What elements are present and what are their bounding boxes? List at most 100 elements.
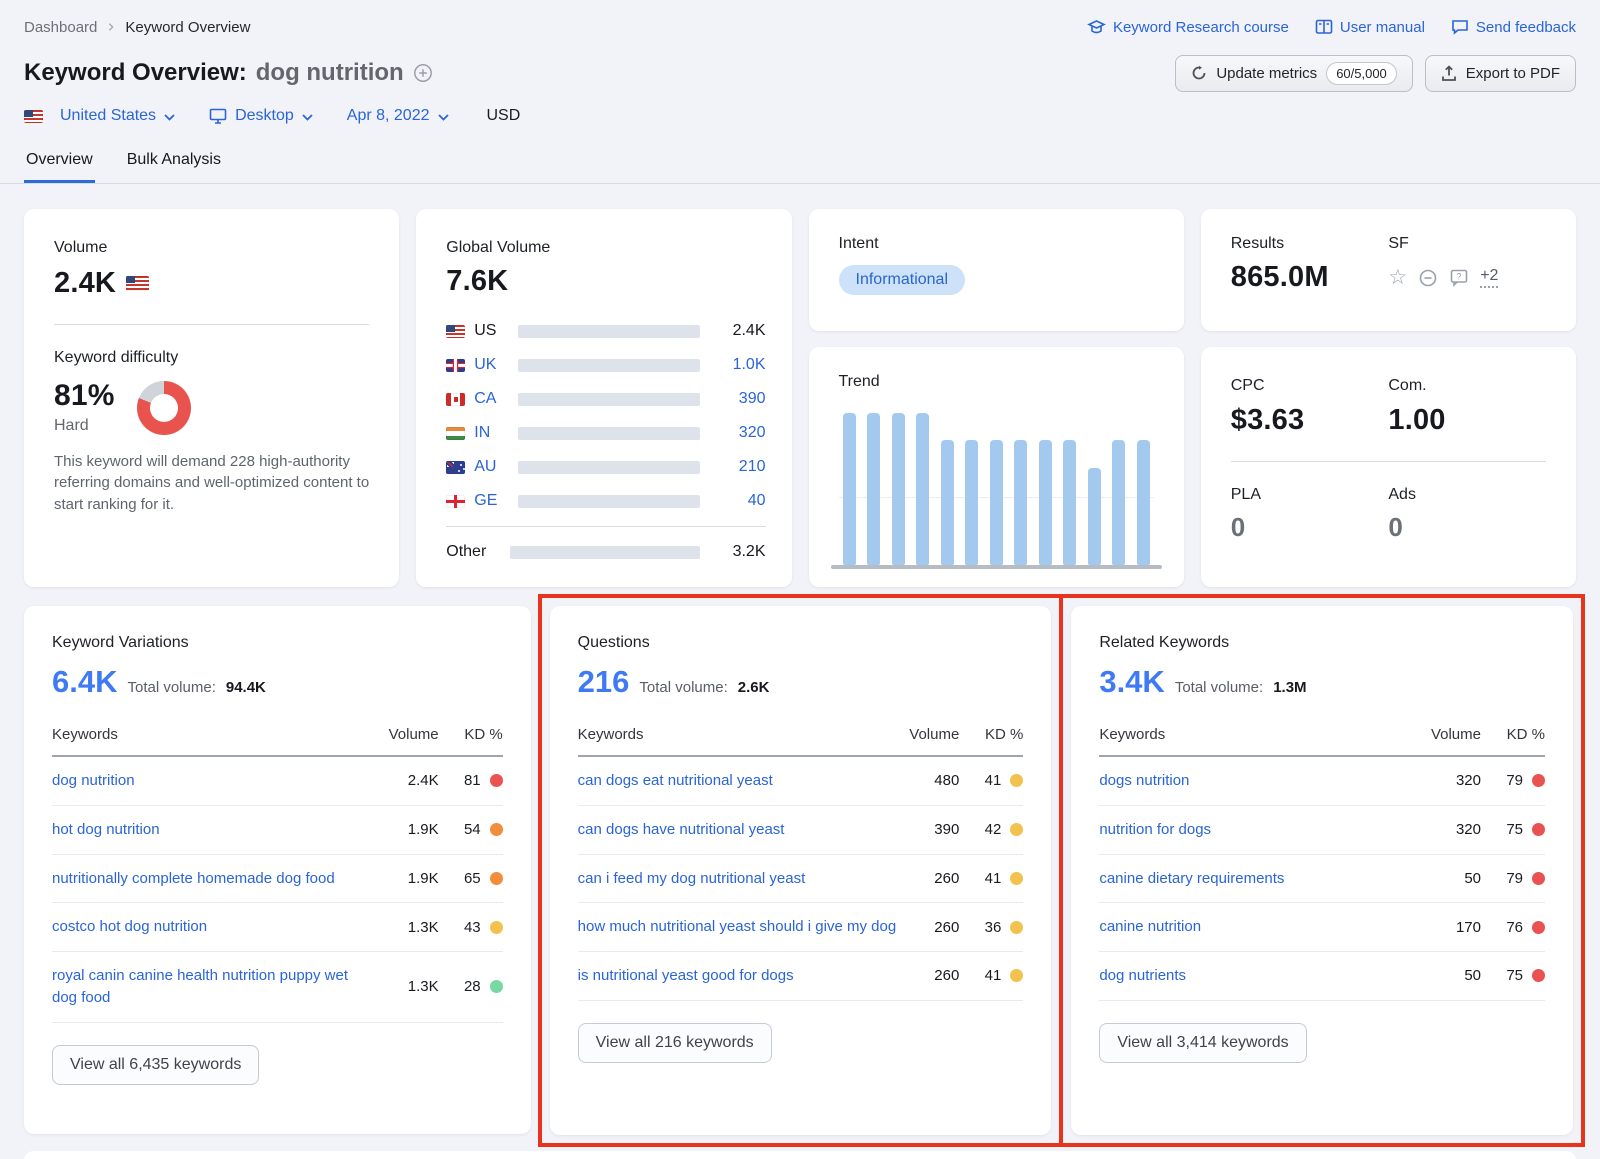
device-selector-label: Desktop xyxy=(235,107,294,124)
date-selector[interactable]: Apr 8, 2022 xyxy=(347,107,449,125)
export-to-pdf-button[interactable]: Export to PDF xyxy=(1424,54,1576,92)
update-metrics-button[interactable]: Update metrics 60/5,000 xyxy=(1175,54,1413,92)
volume-value: 2.4K xyxy=(54,267,117,299)
volume-cell: 1.9K xyxy=(376,805,439,855)
country-volume: 2.4K xyxy=(732,322,766,339)
country-selector[interactable]: United States xyxy=(24,107,175,125)
view-all-questions-button[interactable]: View all 216 keywords xyxy=(577,1022,772,1063)
tab-overview[interactable]: Overview xyxy=(24,145,95,183)
question-bubble-icon[interactable]: ? xyxy=(1449,268,1469,287)
kd-value: 43 xyxy=(463,918,481,936)
table-row: canine nutrition 170 76 xyxy=(1099,902,1545,952)
global-volume-row-ge: GE 40 xyxy=(446,484,766,518)
trend-bar xyxy=(916,413,930,565)
kd-value: 65 xyxy=(463,869,481,887)
page-title-prefix: Keyword Overview: xyxy=(24,59,247,86)
col-kd: KD % xyxy=(438,726,503,757)
results-value: 865.0M xyxy=(1230,261,1329,293)
axis-baseline xyxy=(830,565,1162,569)
keyword-link[interactable]: hot dog nutrition xyxy=(52,805,377,855)
more-serp-features[interactable]: +2 xyxy=(1480,267,1499,288)
filter-row: United States Desktop Apr 8, 2022 USD xyxy=(24,103,1576,129)
country-volume[interactable]: 210 xyxy=(738,458,766,475)
difficulty-description: This keyword will demand 228 high-author… xyxy=(54,453,370,513)
volume-cell: 320 xyxy=(1419,756,1481,806)
update-metrics-label: Update metrics xyxy=(1216,64,1318,82)
table-row: hot dog nutrition 1.9K 54 xyxy=(52,805,503,855)
country-volume[interactable]: 390 xyxy=(738,390,766,407)
keyword-link[interactable]: can i feed my dog nutritional yeast xyxy=(577,854,898,904)
link-icon[interactable] xyxy=(1418,268,1438,288)
results-card: Results 865.0M SF ☆ ? +2 xyxy=(1200,209,1576,331)
georgia-flag-icon xyxy=(446,494,466,508)
country-volume[interactable]: 1.0K xyxy=(732,356,766,373)
keyword-link[interactable]: is nutritional yeast good for dogs xyxy=(577,951,898,1001)
kd-dot xyxy=(1010,871,1024,885)
keyword-link[interactable]: nutritionally complete homemade dog food xyxy=(52,854,377,904)
keyword-link[interactable]: dogs nutrition xyxy=(1099,756,1419,806)
volume-cell: 390 xyxy=(897,805,960,855)
kd-dot xyxy=(1532,871,1545,885)
country-volume[interactable]: 40 xyxy=(747,492,766,509)
intent-card: Intent Informational xyxy=(808,209,1184,331)
kd-value: 76 xyxy=(1506,918,1523,936)
keyword-link[interactable]: dog nutrition xyxy=(52,756,377,806)
breadcrumb-dashboard-link[interactable]: Dashboard xyxy=(24,18,98,36)
volume-label: Volume xyxy=(54,239,108,256)
volume-bar xyxy=(518,392,700,406)
keyword-difficulty-label: Keyword difficulty xyxy=(54,349,179,366)
view-all-related-button[interactable]: View all 3,414 keywords xyxy=(1099,1022,1307,1063)
keyword-link[interactable]: dog nutrients xyxy=(1099,951,1419,1001)
keyword-link[interactable]: canine nutrition xyxy=(1099,902,1419,952)
add-keyword-icon[interactable] xyxy=(413,63,433,83)
col-volume: Volume xyxy=(1419,726,1481,757)
table-row: canine dietary requirements 50 79 xyxy=(1099,854,1545,904)
country-code[interactable]: CA xyxy=(474,390,497,407)
send-feedback-link[interactable]: Send feedback xyxy=(1451,19,1576,36)
keyword-link[interactable]: royal canin canine health nutrition pupp… xyxy=(52,951,377,1023)
title-actions: Update metrics 60/5,000 Export to PDF xyxy=(1175,54,1576,92)
currency-label: USD xyxy=(486,107,521,124)
kd-dot xyxy=(489,774,503,788)
trend-bar xyxy=(989,440,1003,565)
table-row: can i feed my dog nutritional yeast 260 … xyxy=(577,854,1024,904)
keyword-research-course-link[interactable]: Keyword Research course xyxy=(1087,19,1289,36)
global-volume-card: Global Volume 7.6K US 2.4K UK 1.0K CA xyxy=(416,209,792,587)
country-code[interactable]: AU xyxy=(474,458,497,475)
volume-bar xyxy=(518,324,700,338)
volume-cell: 2.4K xyxy=(376,756,439,806)
keyword-link[interactable]: can dogs have nutritional yeast xyxy=(577,805,898,855)
device-selector[interactable]: Desktop xyxy=(209,107,313,125)
country-code[interactable]: IN xyxy=(474,424,491,441)
country-code[interactable]: GE xyxy=(474,492,498,509)
volume-bar xyxy=(518,426,700,440)
competition-label: Com. xyxy=(1388,377,1427,394)
tab-bulk-analysis[interactable]: Bulk Analysis xyxy=(126,151,221,168)
keyword-link[interactable]: how much nutritional yeast should i give… xyxy=(577,902,898,952)
keyword-link[interactable]: nutrition for dogs xyxy=(1099,805,1419,855)
volume-cell: 50 xyxy=(1419,951,1481,1001)
intent-badge[interactable]: Informational xyxy=(838,265,965,295)
intent-label: Intent xyxy=(838,235,879,252)
volume-cell: 480 xyxy=(897,756,960,806)
total-volume-label: Total volume: xyxy=(639,679,728,696)
user-manual-link[interactable]: User manual xyxy=(1315,19,1425,36)
view-all-variations-button[interactable]: View all 6,435 keywords xyxy=(52,1044,260,1085)
kd-value: 79 xyxy=(1506,869,1523,887)
country-code[interactable]: UK xyxy=(474,356,497,373)
breadcrumb: Dashboard Keyword Overview xyxy=(24,19,250,36)
trend-bar xyxy=(965,440,979,565)
volume-cell: 1.3K xyxy=(376,902,439,952)
country-code: US xyxy=(474,322,497,339)
country-volume[interactable]: 320 xyxy=(738,424,766,441)
volume-cell: 260 xyxy=(897,902,960,952)
trend-bar-chart xyxy=(830,413,1162,569)
questions-card: Questions 216 Total volume: 2.6K Keyword… xyxy=(549,606,1052,1135)
kd-dot xyxy=(489,920,503,934)
star-icon[interactable]: ☆ xyxy=(1388,266,1408,289)
cpc-value: $3.63 xyxy=(1230,404,1305,436)
keyword-link[interactable]: canine dietary requirements xyxy=(1099,854,1419,904)
keyword-link[interactable]: can dogs eat nutritional yeast xyxy=(577,756,898,806)
keyword-link[interactable]: costco hot dog nutrition xyxy=(52,902,377,952)
us-flag-icon xyxy=(446,324,466,338)
